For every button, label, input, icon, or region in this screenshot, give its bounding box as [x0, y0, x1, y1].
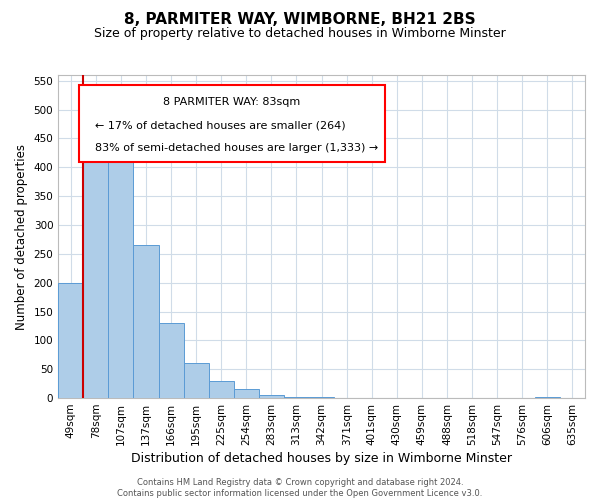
Text: 8, PARMITER WAY, WIMBORNE, BH21 2BS: 8, PARMITER WAY, WIMBORNE, BH21 2BS: [124, 12, 476, 28]
Bar: [209, 381, 234, 398]
Text: 8 PARMITER WAY: 83sqm: 8 PARMITER WAY: 83sqm: [163, 97, 301, 107]
Bar: [184, 364, 209, 398]
Text: Contains HM Land Registry data © Crown copyright and database right 2024.
Contai: Contains HM Land Registry data © Crown c…: [118, 478, 482, 498]
Bar: [535, 397, 560, 398]
Text: Size of property relative to detached houses in Wimborne Minster: Size of property relative to detached ho…: [94, 28, 506, 40]
Bar: [259, 395, 284, 398]
Text: ← 17% of detached houses are smaller (264): ← 17% of detached houses are smaller (26…: [95, 120, 346, 130]
Bar: [83, 136, 109, 398]
X-axis label: Distribution of detached houses by size in Wimborne Minster: Distribution of detached houses by size …: [131, 452, 512, 465]
Bar: [234, 390, 259, 398]
Bar: [284, 397, 309, 398]
Bar: [58, 282, 83, 398]
Text: 83% of semi-detached houses are larger (1,333) →: 83% of semi-detached houses are larger (…: [95, 144, 378, 154]
Bar: [109, 147, 133, 398]
Y-axis label: Number of detached properties: Number of detached properties: [15, 144, 28, 330]
FancyBboxPatch shape: [79, 84, 385, 162]
Bar: [133, 245, 158, 398]
Bar: [158, 323, 184, 398]
